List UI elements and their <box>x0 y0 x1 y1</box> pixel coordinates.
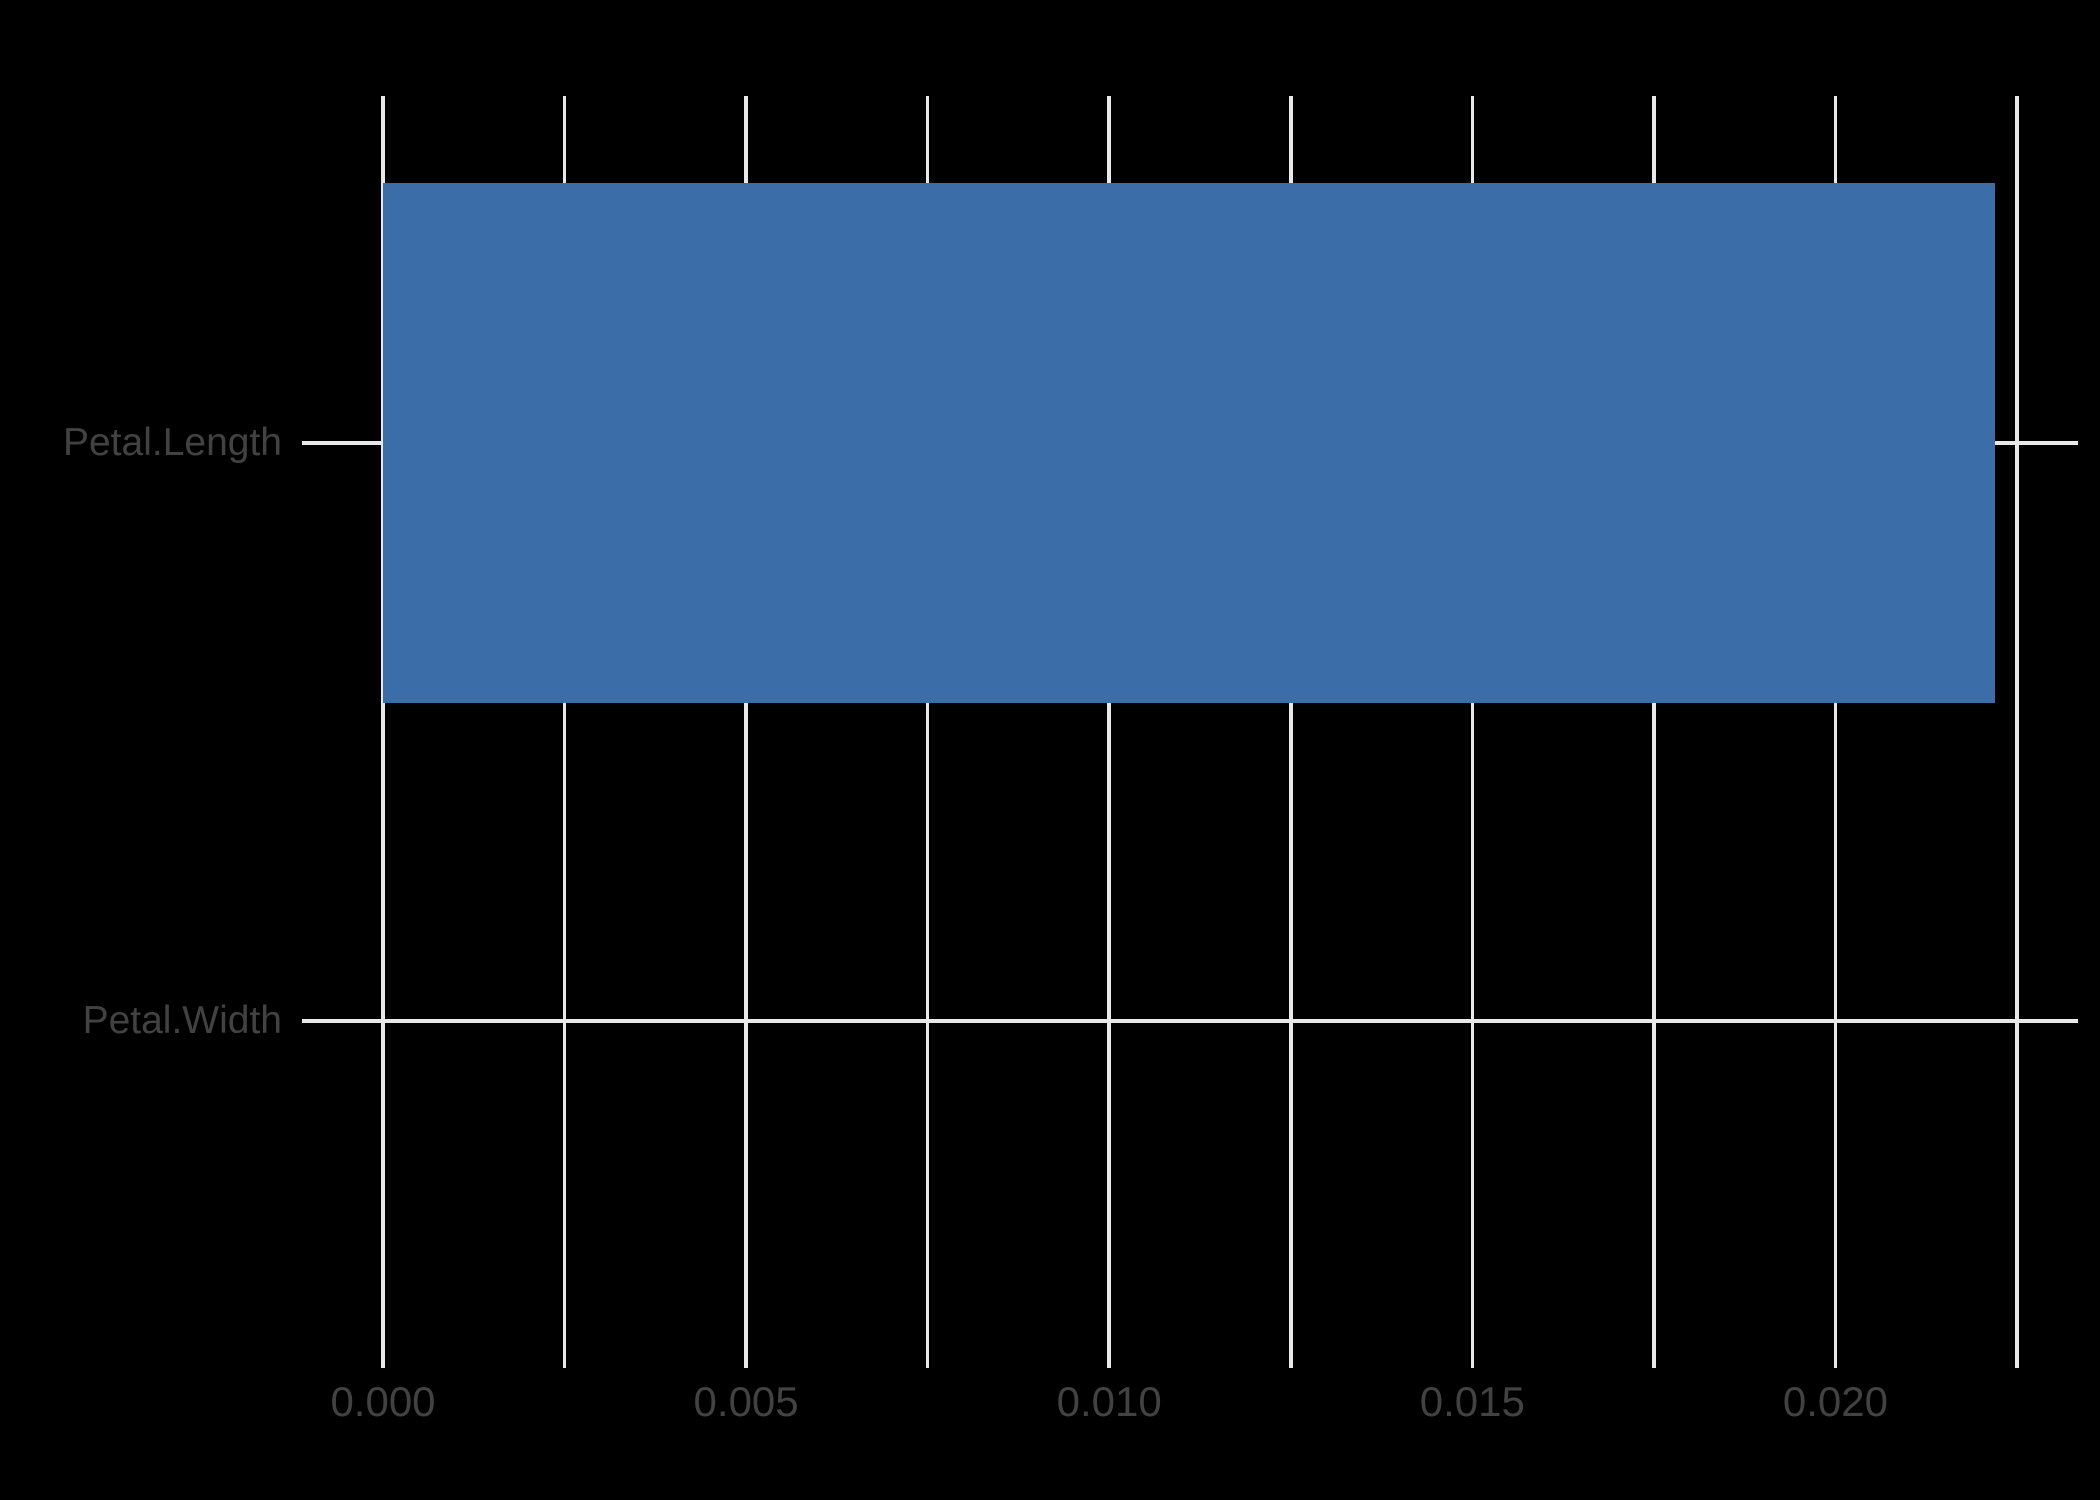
gridline-vertical <box>1833 96 1838 1368</box>
x-tick-label: 0.010 <box>1056 1378 1162 1425</box>
bar-petal-length <box>383 183 1996 703</box>
gridline-vertical <box>1107 96 1111 1368</box>
category-gridline <box>302 1019 2078 1023</box>
x-tick-label: 0.020 <box>1782 1378 1888 1425</box>
x-tick-label: 0.015 <box>1419 1378 1525 1425</box>
gridline-vertical <box>1289 96 1293 1368</box>
y-tick-label: Petal.Width <box>82 999 282 1042</box>
gridline-vertical <box>2015 96 2019 1368</box>
x-tick-label: 0.005 <box>693 1378 799 1425</box>
gridline-vertical <box>925 96 930 1368</box>
x-tick-label: 0.000 <box>330 1378 436 1425</box>
gridline-vertical <box>381 96 385 1368</box>
gridline-vertical <box>1470 96 1475 1368</box>
y-tick-label: Petal.Length <box>62 421 282 464</box>
gridline-vertical <box>1652 96 1656 1368</box>
gridline-vertical <box>744 96 748 1368</box>
gridline-vertical <box>562 96 567 1368</box>
